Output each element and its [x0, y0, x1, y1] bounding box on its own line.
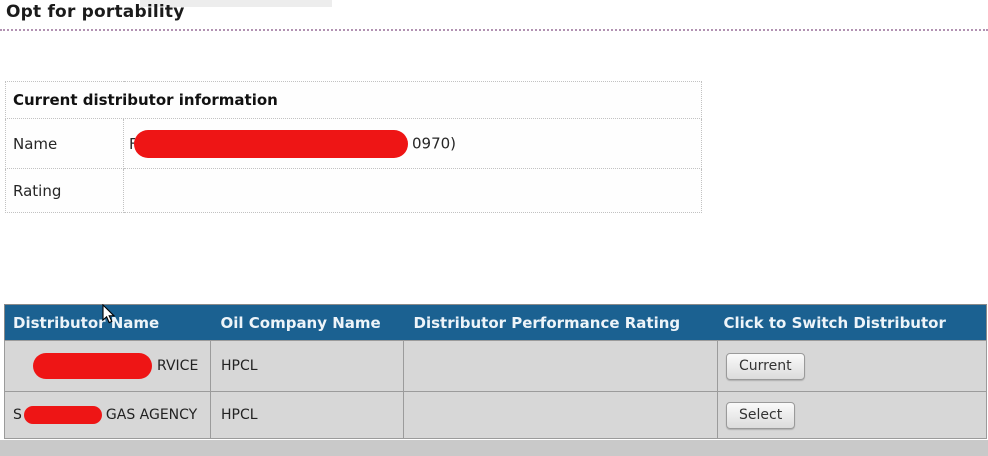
current-button[interactable]: Current — [726, 352, 805, 380]
column-header-switch-distributor: Click to Switch Distributor — [717, 304, 987, 341]
distributor-switch-table: Distributor Name Oil Company Name Distri… — [4, 304, 987, 439]
distributor-name-visible-prefix: S — [13, 407, 22, 423]
select-button[interactable]: Select — [726, 401, 796, 429]
partially-covered-letter: F — [129, 134, 135, 153]
oil-company-cell: HPCL — [210, 391, 404, 439]
distributor-name-cell: S GAS AGENCY — [4, 391, 211, 439]
switch-action-cell: Select — [717, 391, 987, 439]
title-divider — [0, 29, 988, 31]
column-header-oil-company-name: Oil Company Name — [210, 304, 404, 341]
switch-action-cell: Current — [717, 340, 987, 392]
name-label: Name — [5, 118, 124, 169]
distributor-name-visible-suffix: RVICE — [157, 358, 199, 374]
performance-rating-cell — [403, 340, 718, 392]
distributor-name-visible-suffix: GAS AGENCY — [105, 407, 198, 423]
top-edge-artifact — [140, 0, 332, 7]
current-distributor-title-row: Current distributor information — [5, 81, 702, 119]
column-header-performance-rating: Distributor Performance Rating — [403, 304, 718, 341]
table-row: RVICE HPCL Current — [4, 340, 987, 392]
name-visible-suffix: 0970) — [412, 134, 457, 152]
table-row: S GAS AGENCY HPCL Select — [4, 391, 987, 439]
oil-company-cell: HPCL — [210, 340, 404, 392]
rating-label: Rating — [5, 168, 124, 213]
bottom-gray-strip — [0, 440, 988, 456]
distributor-table-header-row: Distributor Name Oil Company Name Distri… — [4, 304, 987, 341]
rating-value — [123, 168, 702, 213]
performance-rating-cell — [403, 391, 718, 439]
current-distributor-table: Current distributor information Name F 09… — [5, 81, 702, 213]
redaction-box — [33, 353, 152, 379]
name-row: Name F 0970) — [5, 118, 702, 169]
column-header-distributor-name: Distributor Name — [4, 304, 211, 341]
current-distributor-title: Current distributor information — [5, 81, 702, 119]
redaction-box — [134, 129, 408, 158]
name-value: F 0970) — [123, 118, 702, 169]
redaction-box — [23, 406, 102, 424]
rating-row: Rating — [5, 168, 702, 213]
page-title: Opt for portability — [6, 2, 185, 22]
distributor-name-cell: RVICE — [4, 340, 211, 392]
